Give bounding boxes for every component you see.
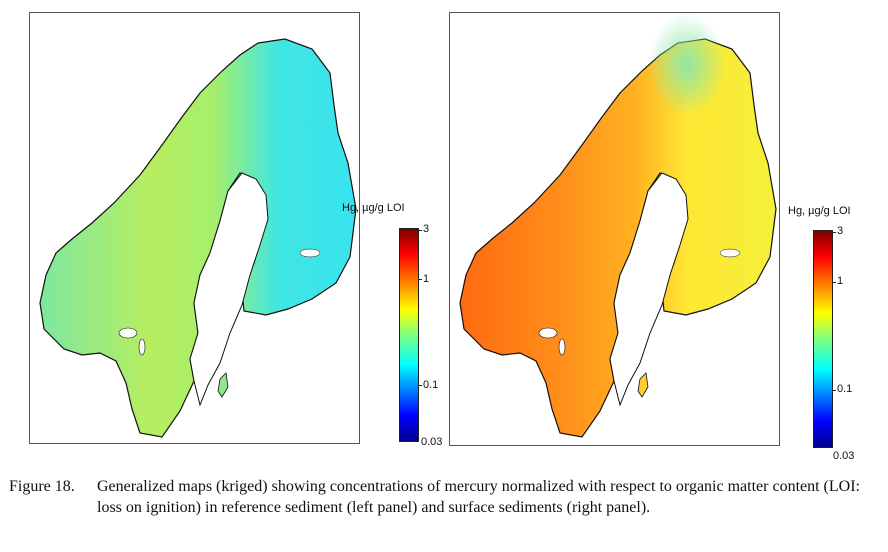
colorbar-right-tickmark	[832, 232, 836, 233]
colorbar-left-tick: 1	[423, 273, 430, 285]
colorbar-left-tickmark	[418, 385, 422, 386]
colorbar-right-tickmark	[832, 282, 836, 283]
lake-vattern-left	[138, 338, 146, 356]
colorbar-left	[399, 228, 419, 442]
map-left-svg	[39, 38, 357, 438]
colorbar-left-tick: 3	[423, 223, 430, 235]
lake-vanern-left	[118, 327, 138, 339]
lake-finland-right	[719, 248, 741, 258]
lake-vanern-right	[538, 327, 558, 339]
caption-text: Generalized maps (kriged) showing concen…	[97, 478, 860, 516]
colorbar-right-tick: 3	[837, 225, 844, 237]
colorbar-left-tickmark	[418, 230, 422, 231]
colorbar-left-tick: 0.1	[423, 379, 439, 391]
colorbar-right-tickmark	[832, 390, 836, 391]
colorbar-left-tickmark	[418, 279, 422, 280]
gotland-right	[637, 372, 649, 398]
colorbar-left-tick: 0.03	[421, 436, 443, 448]
colorbar-right-tick: 1	[837, 275, 844, 287]
colorbar-right	[813, 230, 833, 448]
colorbar-right-tick: 0.03	[833, 450, 855, 462]
colorbar-right-tick: 0.1	[837, 383, 853, 395]
gotland-left	[217, 372, 229, 398]
gulf-of-bothnia-right	[609, 172, 689, 407]
map-panel-right	[449, 12, 780, 446]
map-right-svg	[450, 13, 779, 445]
lake-vattern-right	[558, 338, 566, 356]
map-panel-left	[29, 12, 360, 444]
colorbar-right-label: Hg, µg/g LOI	[788, 205, 851, 217]
colorbar-left-label: Hg, µg/g LOI	[342, 202, 405, 214]
caption-label: Figure 18.	[9, 478, 75, 495]
lake-finland-left	[299, 248, 321, 258]
gulf-of-bothnia-left	[189, 172, 269, 407]
